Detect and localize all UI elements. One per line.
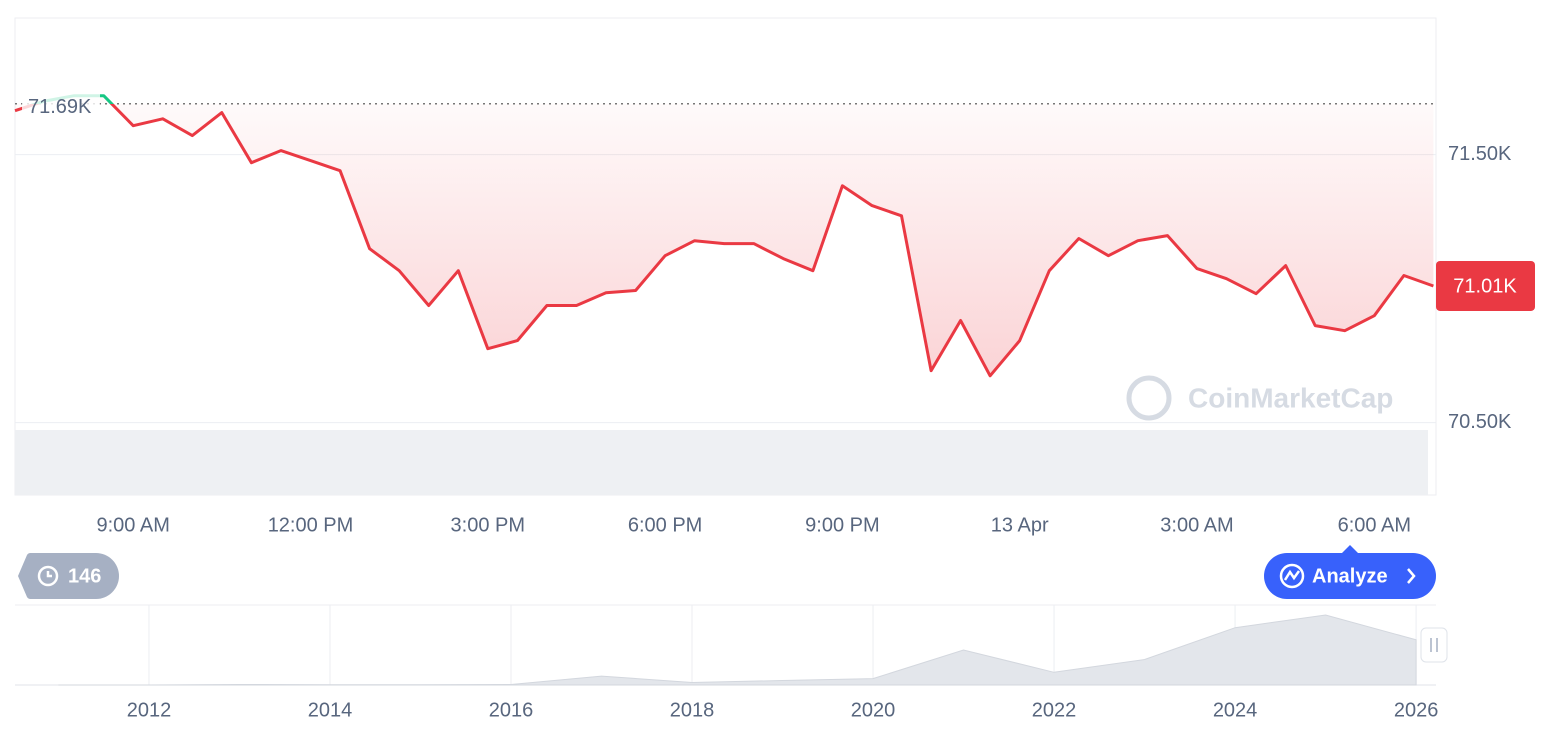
handle-body [1420, 627, 1448, 663]
x-tick-label: 9:00 PM [805, 514, 879, 536]
x-tick-label: 2016 [489, 699, 534, 721]
history-count: 146 [68, 565, 101, 587]
watermark: CoinMarketCap [1126, 375, 1393, 421]
navigator-handle[interactable] [1420, 627, 1448, 663]
current-price-label: 71.01K [1453, 275, 1517, 297]
history-badge[interactable]: 146 [18, 553, 119, 599]
analyze-button[interactable]: Analyze [1264, 545, 1436, 599]
x-tick-label: 3:00 PM [451, 514, 525, 536]
x-tick-label: 2026 [1394, 699, 1439, 721]
x-tick-label: 3:00 AM [1160, 514, 1233, 536]
navigator-area [58, 614, 1417, 686]
x-tick-label: 2018 [670, 699, 715, 721]
x-tick-label: 2012 [127, 699, 172, 721]
analyze-label: Analyze [1312, 565, 1388, 587]
price-area [15, 95, 1434, 376]
y-tick-label: 70.50K [1448, 411, 1512, 433]
x-tick-label: 6:00 PM [628, 514, 702, 536]
x-tick-label: 6:00 AM [1338, 514, 1411, 536]
x-tick-label: 13 Apr [991, 514, 1049, 536]
x-tick-label: 2020 [851, 699, 896, 721]
reference-label: 71.69K [28, 96, 92, 118]
x-tick-label: 12:00 PM [268, 514, 354, 536]
current-price-tag [1436, 260, 1535, 311]
y-tick-label: 71.50K [1448, 143, 1512, 165]
x-tick-label: 2024 [1213, 699, 1258, 721]
watermark-text: CoinMarketCap [1188, 382, 1393, 413]
x-tick-label: 2014 [308, 699, 353, 721]
volume-area [15, 430, 1428, 495]
reference-label-bg [22, 91, 100, 116]
price-line [14, 94, 1434, 378]
x-tick-label: 2022 [1032, 699, 1077, 721]
x-tick-label: 9:00 AM [97, 514, 170, 536]
